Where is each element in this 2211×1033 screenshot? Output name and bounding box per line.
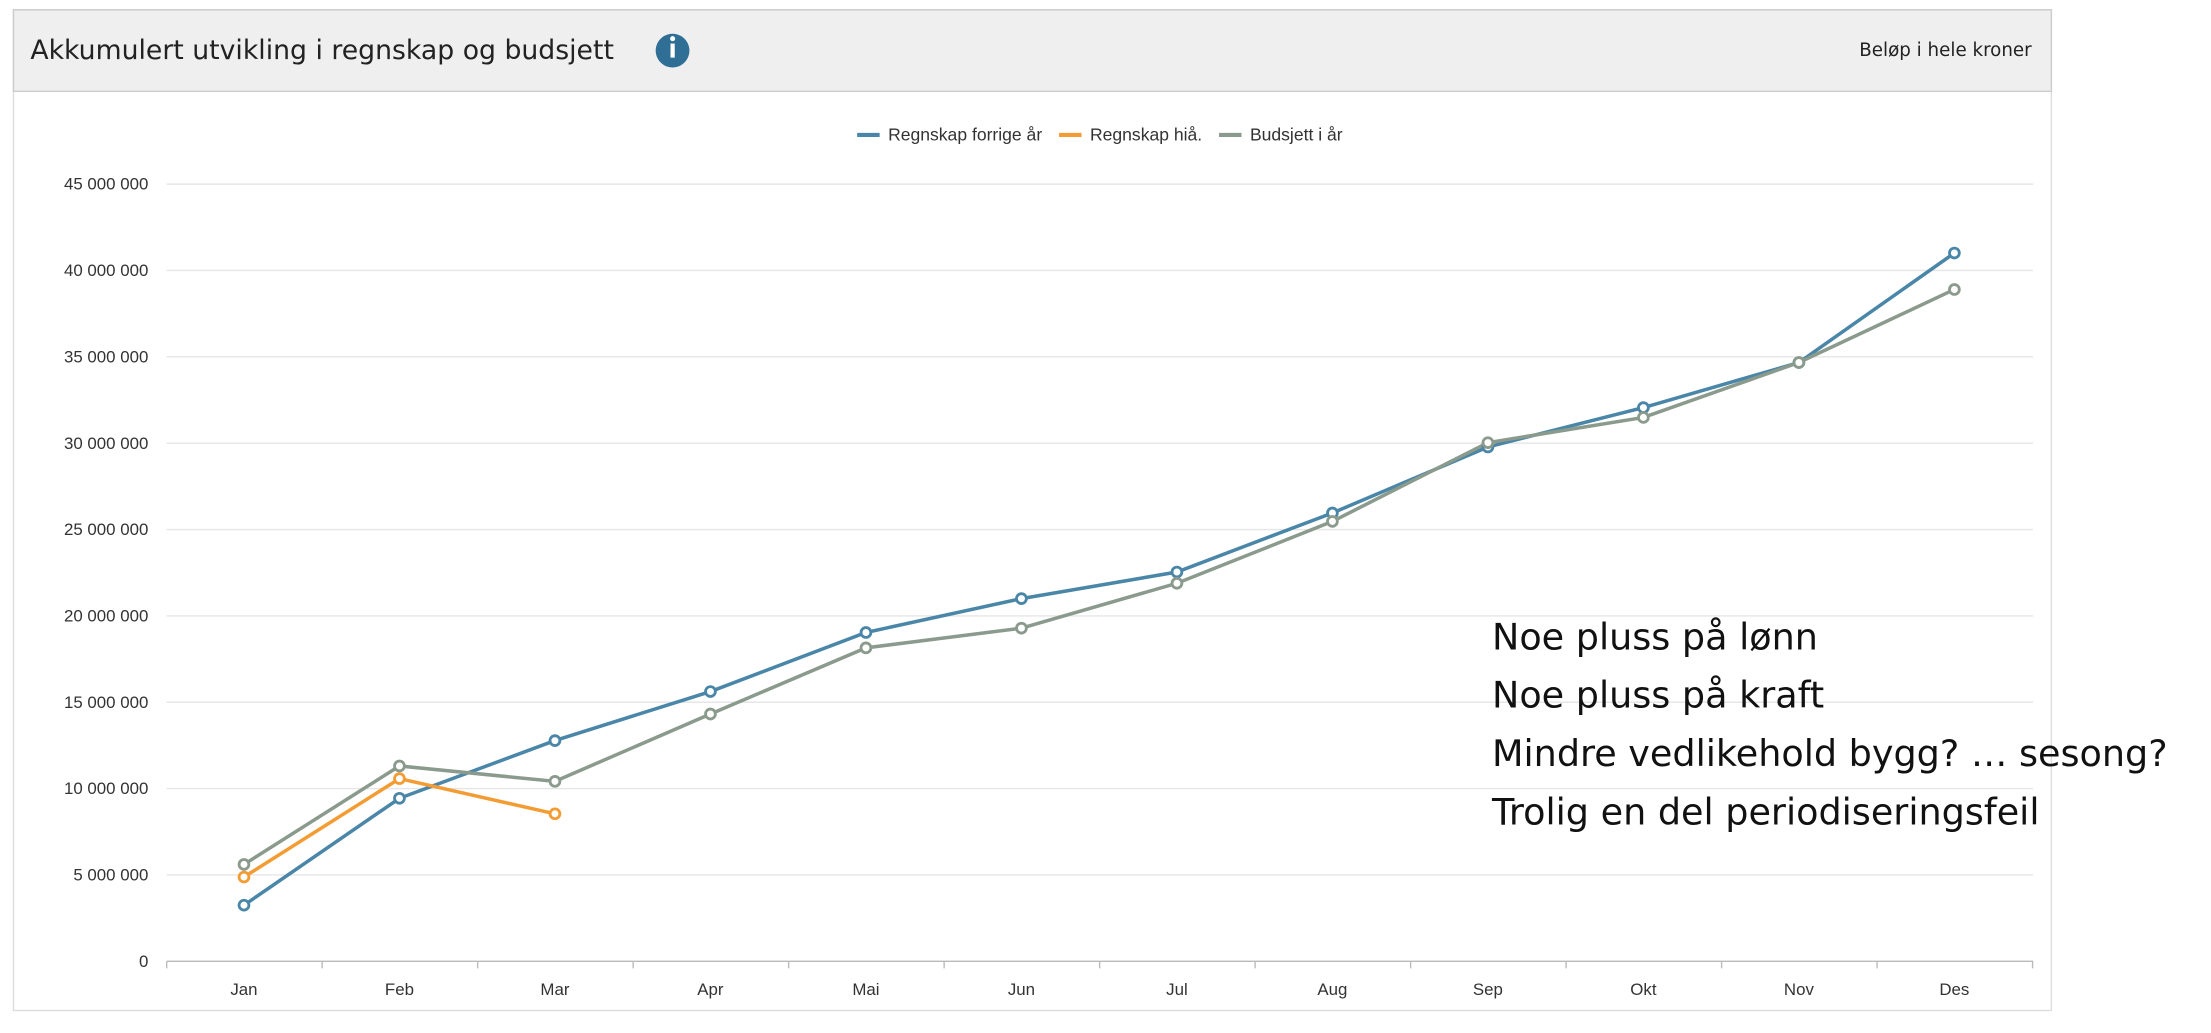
unit-note: Beløp i hele kroner xyxy=(1859,40,2032,61)
legend-label: Regnskap forrige år xyxy=(888,125,1042,145)
data-point xyxy=(237,870,251,884)
x-tick-label: Feb xyxy=(385,980,414,999)
y-tick-label: 45 000 000 xyxy=(64,175,148,194)
data-point xyxy=(1015,592,1028,605)
panel xyxy=(12,9,2053,1012)
y-tick-label: 10 000 000 xyxy=(64,779,148,798)
annotation: Mindre vedlikehold bygg? … sesong? xyxy=(1492,732,2168,775)
series-line xyxy=(243,287,1956,866)
data-point xyxy=(548,734,562,747)
x-tick-label: Mar xyxy=(540,980,569,999)
series-line xyxy=(242,251,1956,907)
x-tick-label: Apr xyxy=(697,980,724,999)
data-point xyxy=(548,775,562,788)
data-point xyxy=(1326,515,1339,528)
data-point xyxy=(1792,356,1806,369)
info-icon[interactable] xyxy=(655,33,690,68)
x-tick-label: Jul xyxy=(1166,980,1188,999)
data-point xyxy=(548,807,562,821)
legend-label: Budsjett i år xyxy=(1250,125,1343,145)
x-tick-label: Jan xyxy=(230,980,257,999)
y-tick-label: 0 xyxy=(139,952,148,971)
data-point xyxy=(859,626,873,639)
y-tick-label: 25 000 000 xyxy=(64,520,148,539)
y-tick-label: 15 000 000 xyxy=(64,693,148,712)
x-tick-label: Sep xyxy=(1473,980,1503,999)
data-point xyxy=(393,791,406,805)
data-point xyxy=(704,685,717,698)
data-point xyxy=(393,772,406,785)
legend-item: Budsjett i år xyxy=(1219,125,1343,145)
panel-title: Akkumulert utvikling i regnskap og budsj… xyxy=(30,35,614,66)
data-point xyxy=(237,858,251,871)
data-point xyxy=(859,641,873,655)
data-point xyxy=(237,898,251,912)
x-tick-label: Des xyxy=(1939,980,1969,999)
annotation: Noe pluss på lønn xyxy=(1492,615,1818,658)
data-point xyxy=(1948,283,1961,296)
annotation: Trolig en del periodiseringsfeil xyxy=(1491,790,2040,833)
legend: Regnskap forrige år Regnskap hiå. Budsjett… xyxy=(857,125,1343,145)
data-point xyxy=(1481,436,1495,449)
data-point xyxy=(393,759,406,773)
legend-label: Regnskap hiå. xyxy=(1090,125,1202,145)
legend-item: Regnskap hiå. xyxy=(1059,125,1202,145)
data-point xyxy=(1015,621,1028,635)
data-point xyxy=(1170,565,1184,579)
x-tick-label: Nov xyxy=(1784,980,1815,999)
x-tick-label: Jun xyxy=(1008,980,1035,999)
y-tick-label: 40 000 000 xyxy=(64,261,148,280)
panel-header xyxy=(12,9,2053,93)
y-tick-label: 20 000 000 xyxy=(64,607,148,626)
data-point xyxy=(1170,576,1184,590)
data-point xyxy=(1637,401,1650,414)
data-point xyxy=(704,707,717,721)
x-tick-label: Mai xyxy=(852,980,879,999)
y-tick-label: 5 000 000 xyxy=(73,866,148,885)
y-tick-label: 35 000 000 xyxy=(64,347,148,366)
x-tick-label: Okt xyxy=(1630,980,1657,999)
annotation: Noe pluss på kraft xyxy=(1492,674,1824,717)
data-point xyxy=(1948,246,1961,260)
legend-item: Regnskap forrige år xyxy=(857,125,1042,145)
y-tick-label: 30 000 000 xyxy=(64,434,148,453)
x-tick-label: Aug xyxy=(1317,980,1347,999)
data-point xyxy=(1637,411,1650,424)
